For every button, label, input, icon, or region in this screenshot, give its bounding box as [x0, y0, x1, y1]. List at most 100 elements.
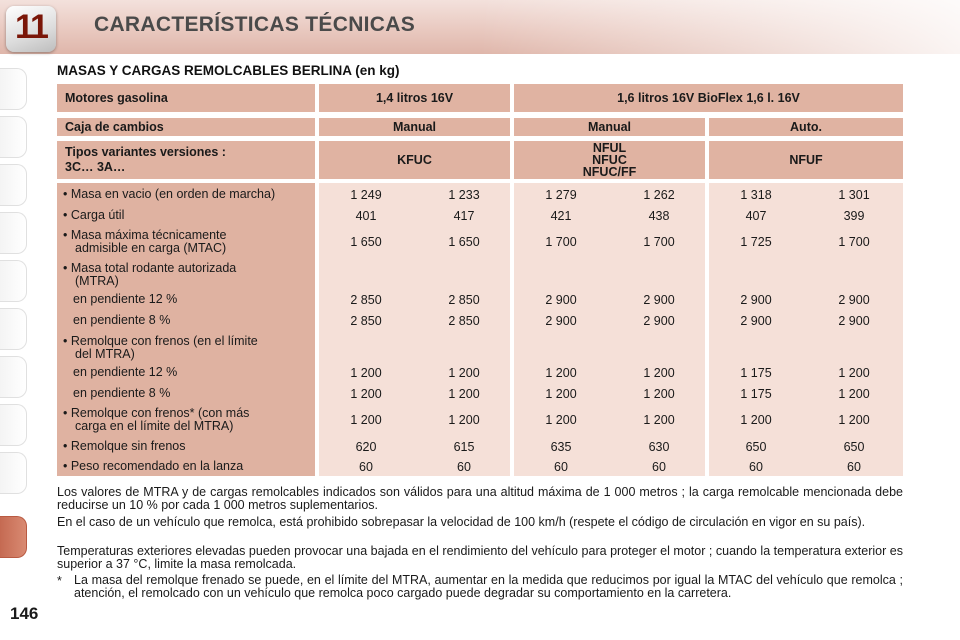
note-paragraph: Los valores de MTRA y de cargas remolcab…: [57, 485, 903, 512]
side-tab[interactable]: [0, 260, 27, 302]
side-tab[interactable]: [0, 356, 27, 398]
variant-header-1: KFUC: [319, 141, 510, 179]
row-label: • Remolque con frenos* (con más carga en…: [63, 406, 250, 433]
table-cell: 1 200: [643, 366, 675, 380]
table-cell: 1 262: [643, 188, 675, 202]
side-tabs: [0, 60, 30, 580]
table-cell: 650: [745, 440, 767, 454]
row-label: • Masa en vacio (en orden de marcha): [63, 187, 276, 201]
side-tab[interactable]: [0, 68, 27, 110]
table-cell: 60: [554, 460, 568, 474]
data-column-bg: [709, 183, 903, 476]
row-label: en pendiente 12 %: [73, 365, 178, 379]
variants-label-line: 3C… 3A…: [65, 160, 126, 174]
table-cell: 620: [355, 440, 377, 454]
table-cell: 1 200: [643, 387, 675, 401]
table-cell: 1 650: [350, 235, 382, 249]
table-cell: 2 900: [838, 293, 870, 307]
table-cell: 2 850: [350, 293, 382, 307]
row-label: en pendiente 12 %: [73, 292, 178, 306]
table-cell: 399: [843, 209, 865, 223]
table-cell: 1 279: [545, 188, 577, 202]
table-cell: 2 900: [643, 293, 675, 307]
side-tab[interactable]: [0, 212, 27, 254]
table-cell: 1 175: [740, 366, 772, 380]
table-cell: 60: [749, 460, 763, 474]
variants-label: Tipos variantes versiones : 3C… 3A…: [57, 141, 315, 179]
table-cell: 1 700: [643, 235, 675, 249]
table-cell: 421: [550, 209, 572, 223]
table-cell: 1 200: [545, 413, 577, 427]
table-cell: 2 900: [545, 314, 577, 328]
table-cell: 1 200: [838, 387, 870, 401]
footnote-text: La masa del remolque frenado se puede, e…: [74, 573, 903, 600]
note-paragraph: Temperaturas exteriores elevadas pueden …: [57, 544, 903, 571]
table-cell: 1 200: [838, 366, 870, 380]
table-cell: 1 318: [740, 188, 772, 202]
table-cell: 1 200: [838, 413, 870, 427]
side-tab-active[interactable]: [0, 516, 27, 558]
side-tab[interactable]: [0, 452, 27, 494]
row-label: • Masa total rodante autorizada (MTRA): [63, 261, 237, 288]
table-cell: 407: [745, 209, 767, 223]
table-cell: 1 725: [740, 235, 772, 249]
row-label: • Remolque con frenos (en el límite del …: [63, 334, 258, 361]
note-paragraph: En el caso de un vehículo que remolca, e…: [57, 515, 866, 529]
table-cell: 1 200: [448, 366, 480, 380]
row-label: en pendiente 8 %: [73, 313, 171, 327]
table-cell: 1 301: [838, 188, 870, 202]
row-label: en pendiente 8 %: [73, 386, 171, 400]
table-cell: 1 200: [740, 413, 772, 427]
table-cell: 1 200: [448, 387, 480, 401]
table-cell: 1 200: [350, 413, 382, 427]
table-cell: 401: [355, 209, 377, 223]
table-cell: 1 249: [350, 188, 382, 202]
side-tab[interactable]: [0, 404, 27, 446]
engine-header-2: 1,6 litros 16V BioFlex 1,6 l. 16V: [514, 84, 903, 112]
engine-header-1: 1,4 litros 16V: [319, 84, 510, 112]
row-labels-column: [57, 183, 315, 476]
table-cell: 2 900: [838, 314, 870, 328]
table-cell: 60: [457, 460, 471, 474]
table-cell: 1 650: [448, 235, 480, 249]
chapter-number: 11: [15, 8, 49, 46]
row-label: • Remolque sin frenos: [63, 439, 186, 453]
row-label: • Peso recomendado en la lanza: [63, 459, 244, 473]
side-tab[interactable]: [0, 116, 27, 158]
variant-header-2: NFUL NFUC NFUC/FF: [514, 141, 705, 179]
table-cell: 2 850: [448, 293, 480, 307]
table-cell: 2 900: [740, 314, 772, 328]
table-cell: 2 850: [448, 314, 480, 328]
row-label: • Carga útil: [63, 208, 125, 222]
table-cell: 1 233: [448, 188, 480, 202]
gearbox-header-1: Manual: [319, 118, 510, 136]
row-label: • Masa máxima técnicamente admisible en …: [63, 228, 227, 255]
table-cell: 1 200: [545, 366, 577, 380]
table-cell: 60: [847, 460, 861, 474]
variant-code: NFUC: [592, 153, 627, 167]
table-cell: 2 900: [740, 293, 772, 307]
table-cell: 1 200: [350, 387, 382, 401]
side-tab[interactable]: [0, 308, 27, 350]
table-cell: 635: [550, 440, 572, 454]
table-cell: 417: [453, 209, 475, 223]
table-cell: 1 200: [448, 413, 480, 427]
data-column-bg: [319, 183, 510, 476]
table-cell: 1 200: [350, 366, 382, 380]
table-cell: 630: [648, 440, 670, 454]
section-title: MASAS Y CARGAS REMOLCABLES BERLINA (en k…: [57, 63, 400, 78]
gearbox-header-2: Manual: [514, 118, 705, 136]
table-cell: 1 700: [545, 235, 577, 249]
table-cell: 1 175: [740, 387, 772, 401]
variant-code: NFUL: [592, 141, 627, 155]
table-cell: 60: [652, 460, 666, 474]
side-tab[interactable]: [0, 164, 27, 206]
header-fade: [480, 0, 960, 54]
variants-label-line: Tipos variantes versiones :: [65, 145, 226, 159]
chapter-badge: 11: [6, 6, 56, 52]
table-cell: 2 900: [643, 314, 675, 328]
page-title: CARACTERÍSTICAS TÉCNICAS: [94, 13, 416, 36]
variant-header-3: NFUF: [709, 141, 903, 179]
footnote-marker: *: [57, 574, 62, 588]
table-cell: 1 700: [838, 235, 870, 249]
